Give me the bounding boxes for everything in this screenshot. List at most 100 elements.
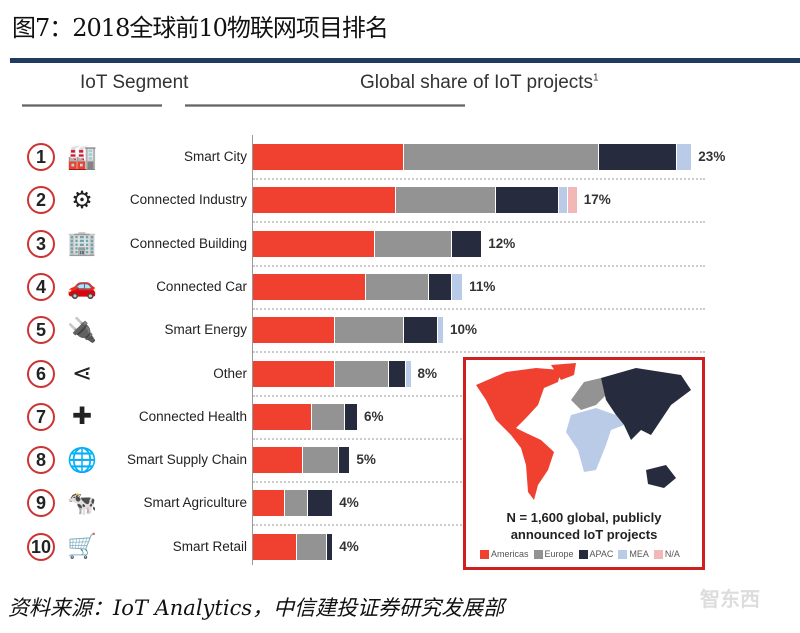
bar-segment-apac xyxy=(327,533,333,560)
bar-segment-europe xyxy=(302,447,338,474)
row-separator xyxy=(253,221,705,224)
map-europe xyxy=(571,378,606,410)
map-americas xyxy=(476,363,576,500)
footnote-mark: 1 xyxy=(593,72,599,84)
share-header-text: Global share of IoT projects xyxy=(360,72,594,93)
map-caption-line-2: announced IoT projects xyxy=(510,527,658,542)
category-label: Connected Industry xyxy=(129,192,247,208)
legend: Americas Europe APAC MEA N/A xyxy=(480,549,680,560)
bar-segment-americas xyxy=(253,490,285,517)
robot-arm-icon: ⚙ xyxy=(71,186,93,214)
first-aid-kit-icon: ✚ xyxy=(71,403,93,431)
legend-swatch xyxy=(533,550,543,560)
bar-segment-apac xyxy=(598,144,676,170)
rank-badge: 8 xyxy=(27,446,55,475)
rank-badge: 7 xyxy=(27,402,55,431)
total-label: 8% xyxy=(417,365,438,381)
legend-swatch xyxy=(618,550,628,560)
total-label: 17% xyxy=(583,192,611,208)
map-mea xyxy=(566,408,624,472)
category-label: Smart Energy xyxy=(164,322,247,338)
legend-item: N/A xyxy=(653,549,680,560)
bar-segment-europe xyxy=(396,187,495,214)
legend-item: MEA xyxy=(618,549,649,560)
legend-label: N/A xyxy=(664,549,680,559)
share-header-underline xyxy=(185,104,465,107)
figure-title: 图7：2018全球前10物联网项目排名 xyxy=(12,14,389,42)
segment-header-underline xyxy=(22,104,162,107)
bar-segment-europe xyxy=(335,360,388,387)
bar-segment-europe xyxy=(365,273,428,300)
category-label: Smart Supply Chain xyxy=(126,452,247,468)
legend-item: Americas xyxy=(480,549,529,560)
bar-segment-americas xyxy=(253,230,375,257)
total-label: 6% xyxy=(364,408,384,424)
total-label: 23% xyxy=(698,149,726,164)
bar-segment-mea xyxy=(405,360,411,387)
bar-segment-mea xyxy=(677,144,692,170)
legend-item: APAC xyxy=(578,549,614,560)
bar-segment-apac xyxy=(451,230,482,257)
row-separator xyxy=(253,351,705,354)
bar-segment-americas xyxy=(253,273,365,300)
bar-segment-americas xyxy=(253,317,335,344)
total-label: 5% xyxy=(356,452,376,468)
building-icon: 🏢 xyxy=(67,230,97,258)
bar-segment-apac xyxy=(308,490,333,517)
bar-segment-americas xyxy=(253,403,312,430)
legend-swatch xyxy=(578,550,588,560)
bar-segment-mea xyxy=(558,187,568,214)
total-label: 10% xyxy=(450,322,478,338)
rank-badge: 2 xyxy=(27,186,55,215)
world-map-box: N = 1,600 global, publicly announced IoT… xyxy=(463,357,705,570)
category-label: Smart Retail xyxy=(172,538,247,554)
source-note: 资料来源：IoT Analytics，中信建投证券研究发展部 xyxy=(8,596,505,620)
cow-icon: 🐄 xyxy=(67,489,97,517)
bar-segment-europe xyxy=(296,533,327,560)
legend-label: MEA xyxy=(629,549,649,559)
category-label: Connected Car xyxy=(156,278,247,294)
legend-label: Europe xyxy=(544,549,574,559)
car-icon: 🚗 xyxy=(67,273,97,301)
rank-badge: 4 xyxy=(27,272,55,301)
category-label: Smart City xyxy=(183,149,247,164)
map-caption-line-1: N = 1,600 global, publicly xyxy=(506,510,662,525)
bar-segment-na xyxy=(568,187,577,214)
bar-segment-europe xyxy=(285,490,308,517)
category-label: Smart Agriculture xyxy=(143,495,247,511)
total-label: 12% xyxy=(488,235,516,251)
legend-label: APAC xyxy=(589,549,614,559)
bar-segment-europe xyxy=(312,403,344,430)
rank-badge: 1 xyxy=(27,143,55,171)
segment-header: IoT Segment xyxy=(80,72,189,93)
category-label: Connected Building xyxy=(129,235,247,251)
city-skyline-icon: 🏭 xyxy=(67,143,97,171)
bar-segment-apac xyxy=(388,360,405,387)
world-map xyxy=(476,363,691,500)
rank-badge: 9 xyxy=(27,489,55,518)
total-label: 4% xyxy=(339,495,359,511)
rank-badge: 6 xyxy=(27,359,55,388)
bar-segment-europe xyxy=(375,230,451,257)
row-separator xyxy=(253,307,705,310)
bar-segment-apac xyxy=(344,403,358,430)
bar-segment-mea xyxy=(438,317,443,344)
bar-segment-apac xyxy=(338,447,350,474)
bar-segment-apac xyxy=(403,317,438,344)
share-header: Global share of IoT projects1 xyxy=(360,72,599,94)
bar-segment-americas xyxy=(253,533,296,560)
category-label: Connected Health xyxy=(138,408,247,424)
share-icon: ⋖ xyxy=(71,360,93,387)
watermark-logo: 智东西 xyxy=(700,589,760,611)
rank-badge: 3 xyxy=(27,229,55,258)
shopping-cart-icon: 🛒 xyxy=(67,533,97,561)
bar-segment-americas xyxy=(253,360,335,387)
rank-badge: 5 xyxy=(27,316,55,345)
legend-swatch xyxy=(653,550,663,560)
legend-item: Europe xyxy=(533,549,574,560)
bar-segment-americas xyxy=(253,187,396,214)
total-label: 11% xyxy=(469,278,496,294)
row-separator xyxy=(253,178,705,180)
bar-segment-europe xyxy=(335,317,403,344)
